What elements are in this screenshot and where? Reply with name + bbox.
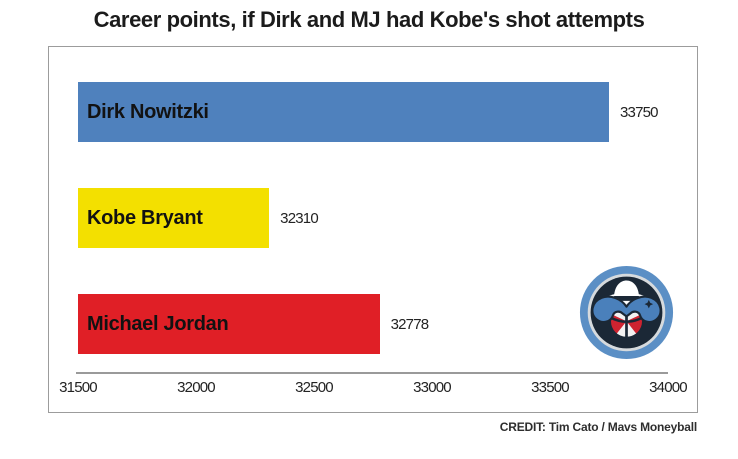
x-tick-34000: 34000 xyxy=(649,379,688,396)
bar-row-kobe-bryant: Kobe Bryant 32310 xyxy=(78,188,668,248)
bar-value-kobe-bryant: 32310 xyxy=(280,209,319,227)
mustache-icon xyxy=(591,295,662,324)
x-axis-line xyxy=(76,372,668,374)
bar-label-dirk-nowitzki: Dirk Nowitzki xyxy=(87,100,209,123)
x-axis-tick-labels: 31500 32000 32500 33000 33500 34000 xyxy=(59,379,688,401)
x-tick-33000: 33000 xyxy=(413,379,452,396)
bar-label-michael-jordan: Michael Jordan xyxy=(87,312,229,335)
bar-value-michael-jordan: 32778 xyxy=(390,315,430,333)
bar-dirk-nowitzki: Dirk Nowitzki xyxy=(78,82,609,142)
bar-michael-jordan: Michael Jordan xyxy=(78,294,380,354)
bar-kobe-bryant: Kobe Bryant xyxy=(78,188,270,248)
star-icon xyxy=(644,299,654,309)
bar-label-kobe-bryant: Kobe Bryant xyxy=(87,206,203,229)
bar-group: Dirk Nowitzki 33750 Kobe Bryant 32310 Mi… xyxy=(78,82,668,400)
chart-title: Career points, if Dirk and MJ had Kobe's… xyxy=(93,7,645,32)
bar-value-dirk-nowitzki: 33750 xyxy=(620,103,659,121)
x-tick-32500: 32500 xyxy=(295,379,334,396)
x-tick-32000: 32000 xyxy=(177,379,216,396)
bar-row-michael-jordan: Michael Jordan 32778 xyxy=(78,294,668,354)
plot-area: Dirk Nowitzki 33750 Kobe Bryant 32310 Mi… xyxy=(48,46,698,413)
x-tick-31500: 31500 xyxy=(59,379,98,396)
bar-row-dirk-nowitzki: Dirk Nowitzki 33750 xyxy=(78,82,668,142)
mavs-moneyball-logo xyxy=(579,265,674,360)
x-tick-33500: 33500 xyxy=(531,379,570,396)
credit-text: CREDIT: Tim Cato / Mavs Moneyball xyxy=(499,420,697,434)
basketball-icon xyxy=(609,303,644,339)
